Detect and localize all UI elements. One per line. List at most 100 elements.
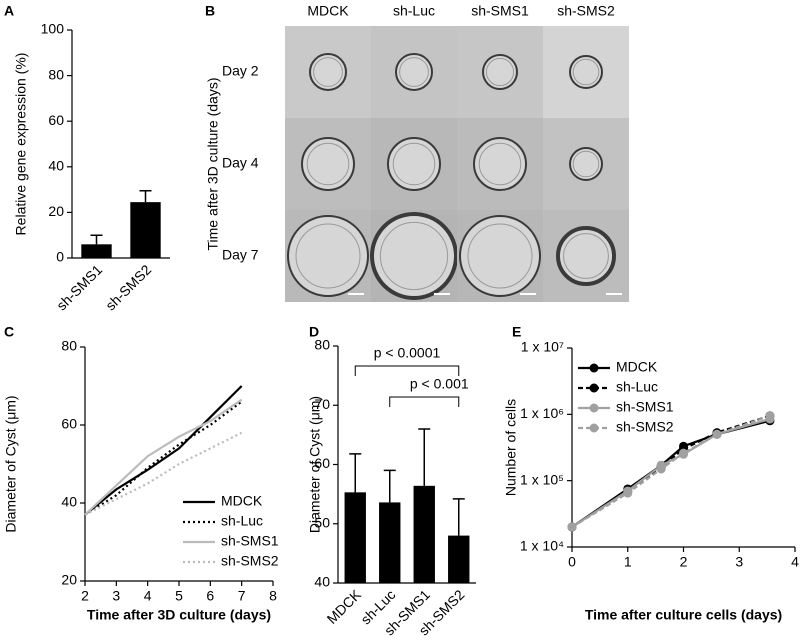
y-axis-label: Relative gene expression (%) <box>13 53 29 236</box>
row-label: Day 4 <box>222 155 259 171</box>
line <box>84 431 243 516</box>
y-tick-label: 60 <box>61 416 77 432</box>
cyst-inner <box>399 57 429 87</box>
bar <box>379 502 401 583</box>
error-bar <box>383 469 396 503</box>
cyst <box>556 226 616 286</box>
x-tick-label: 6 <box>206 588 214 604</box>
x-tick-label: 4 <box>144 588 152 604</box>
legend-marker <box>589 363 599 373</box>
x-tick-label: 1 <box>624 554 632 570</box>
line <box>571 417 771 528</box>
x-tick-label: 4 <box>791 554 799 570</box>
line <box>571 414 771 528</box>
error-bar <box>349 453 362 493</box>
cyst <box>569 55 603 89</box>
panel-label: D <box>309 324 319 340</box>
y-tick-label: 1 x 10⁶ <box>520 405 564 421</box>
line <box>84 385 243 516</box>
x-tick-label: sh-SMS1 <box>53 261 105 313</box>
legend-label: sh-SMS2 <box>221 553 279 569</box>
x-tick-label: MDCK <box>324 586 365 627</box>
panel-label: B <box>205 3 215 19</box>
cyst-inner <box>306 142 350 186</box>
legend-label: sh-Luc <box>221 513 263 529</box>
line <box>84 398 243 516</box>
legend-label: sh-SMS1 <box>221 533 279 549</box>
cyst-inner <box>467 223 533 289</box>
x-axis-label: Time after culture cells (days) <box>585 607 782 623</box>
marker <box>623 488 633 498</box>
significance-bracket <box>354 365 460 376</box>
row-label: Day 2 <box>222 63 259 79</box>
line <box>84 400 243 516</box>
panel-label: E <box>512 324 521 340</box>
x-tick-label: 3 <box>112 588 120 604</box>
cyst-inner <box>572 150 600 178</box>
y-axis-label: Diameter of Cyst (μm) <box>307 396 323 533</box>
error-bar <box>139 189 152 203</box>
y-tick-label: 80 <box>48 66 64 82</box>
y-axis-label: Number of cells <box>503 399 519 496</box>
cyst-inner <box>478 142 522 186</box>
y-tick-label: 40 <box>48 158 64 174</box>
y-tick-label: 50 <box>314 514 330 530</box>
cyst-inner <box>379 221 449 291</box>
cyst-inner <box>313 57 343 87</box>
y-tick-label: 100 <box>41 21 65 37</box>
y-tick-label: 70 <box>314 396 330 412</box>
column-label: sh-SMS2 <box>557 3 615 19</box>
x-tick-label: 2 <box>81 588 89 604</box>
y-axis-label: Diameter of Cyst (μm) <box>3 395 19 532</box>
line <box>571 419 771 528</box>
y-tick-label: 40 <box>314 574 330 590</box>
column-label: sh-SMS1 <box>471 3 529 19</box>
x-tick-label: 5 <box>175 588 183 604</box>
bar <box>344 492 366 583</box>
column-label: MDCK <box>307 3 349 19</box>
marker <box>712 429 722 439</box>
y-tick-label: 20 <box>61 572 77 588</box>
marker <box>679 448 688 458</box>
cyst <box>459 215 541 297</box>
y-tick-label: 0 <box>56 249 64 265</box>
y-tick-label: 80 <box>61 338 77 354</box>
marker <box>765 411 775 421</box>
cyst <box>569 147 603 181</box>
y-tick-label: 20 <box>48 203 64 219</box>
y-tick-label: 40 <box>61 494 77 510</box>
error-bar <box>418 428 431 486</box>
legend-marker <box>589 423 599 433</box>
bar <box>413 485 435 583</box>
legend-label: sh-SMS2 <box>616 419 674 435</box>
error-bar <box>90 234 103 245</box>
legend-label: MDCK <box>616 359 658 375</box>
marker <box>656 464 666 474</box>
cyst-inner <box>563 233 609 279</box>
cyst-inner <box>295 223 361 289</box>
x-tick-label: 8 <box>269 588 277 604</box>
y-tick-label: 80 <box>314 337 330 353</box>
significance-bracket <box>389 396 460 407</box>
cyst-inner <box>485 57 515 87</box>
x-axis-label: Time after 3D culture (days) <box>87 607 271 623</box>
bar <box>448 535 470 583</box>
cyst <box>482 54 518 90</box>
cyst <box>301 137 355 191</box>
bar <box>81 244 112 258</box>
annotation: p < 0.0001 <box>374 345 441 361</box>
x-tick-label: sh-SMS2 <box>102 261 154 313</box>
legend-marker <box>589 383 599 393</box>
y-tick-label: 1 x 10⁷ <box>521 339 564 355</box>
cyst <box>287 215 369 297</box>
legend-label: MDCK <box>221 493 263 509</box>
legend-label: sh-Luc <box>616 379 658 395</box>
error-bar <box>452 498 465 536</box>
cyst <box>370 212 458 300</box>
row-label: Day 7 <box>222 247 259 263</box>
y-axis-label: Time after 3D culture (days) <box>205 78 221 251</box>
y-tick-label: 1 x 10⁴ <box>520 538 564 554</box>
cyst-inner <box>572 58 600 86</box>
line <box>571 414 771 528</box>
